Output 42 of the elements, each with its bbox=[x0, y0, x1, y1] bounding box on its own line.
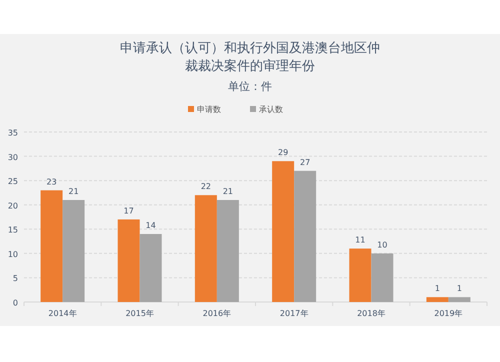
x-tick-label: 2017年 bbox=[280, 309, 308, 318]
bar bbox=[371, 253, 394, 302]
x-tick-label: 2018年 bbox=[357, 309, 386, 318]
x-tick-label: 2019年 bbox=[434, 309, 463, 318]
data-label: 14 bbox=[146, 221, 156, 230]
y-tick-label: 5 bbox=[12, 274, 18, 284]
bar bbox=[194, 195, 217, 302]
legend-label: 申请数 bbox=[197, 105, 221, 114]
y-tick-label: 10 bbox=[8, 250, 18, 259]
data-label: 21 bbox=[222, 187, 234, 196]
bar bbox=[40, 190, 63, 302]
bar bbox=[294, 170, 316, 302]
bar bbox=[426, 297, 448, 302]
legend-label: 承认数 bbox=[259, 105, 283, 114]
data-label: 10 bbox=[377, 240, 388, 250]
y-tick-label: 30 bbox=[8, 152, 18, 162]
x-tick-label: 2016年 bbox=[202, 309, 232, 318]
bar bbox=[448, 297, 470, 302]
data-label: 11 bbox=[355, 236, 366, 245]
y-tick-label: 20 bbox=[8, 201, 18, 210]
bar bbox=[62, 200, 85, 302]
data-label: 17 bbox=[124, 206, 134, 216]
bar bbox=[349, 248, 372, 302]
bar bbox=[216, 200, 239, 302]
data-label: 1 bbox=[456, 284, 462, 294]
data-label: 21 bbox=[68, 187, 79, 196]
y-tick-label: 25 bbox=[8, 177, 18, 186]
data-label: 29 bbox=[278, 148, 288, 158]
chart-title: 申请承认（认可）和执行外国及港澳台地区仲裁裁决案件的审理年份 bbox=[120, 41, 380, 74]
data-label: 22 bbox=[200, 182, 212, 192]
y-tick-label: 35 bbox=[8, 128, 18, 138]
x-tick-label: 2015年 bbox=[126, 309, 154, 318]
bar bbox=[140, 234, 162, 302]
data-label: 1 bbox=[434, 284, 440, 294]
data-label: 27 bbox=[300, 158, 310, 167]
bar bbox=[272, 161, 294, 302]
y-tick-label: 0 bbox=[12, 298, 18, 308]
y-tick-label: 15 bbox=[8, 226, 18, 235]
data-label: 23 bbox=[46, 177, 57, 186]
x-tick-label: 2014年 bbox=[48, 309, 77, 318]
bar bbox=[118, 219, 140, 302]
chart-subtitle: 单位：件 bbox=[228, 80, 272, 93]
